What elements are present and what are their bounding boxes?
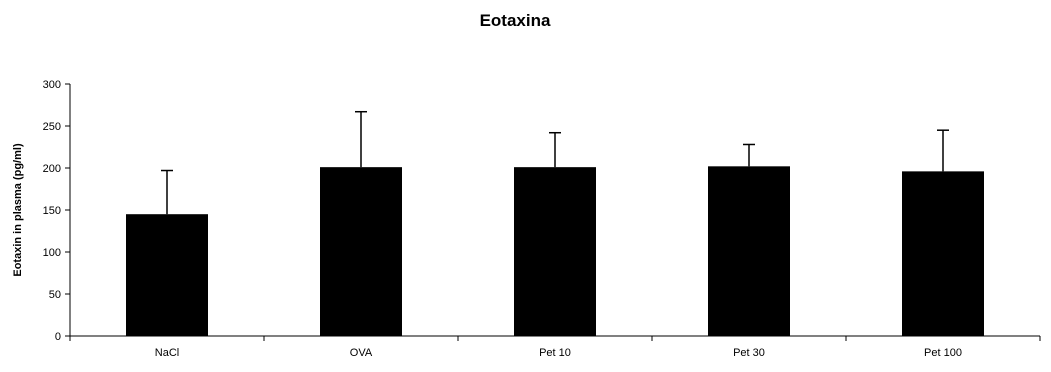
y-tick-label: 300 <box>43 79 61 91</box>
y-tick-label: 200 <box>43 163 61 175</box>
y-tick-label: 250 <box>43 121 61 133</box>
plot-area: 0 50 100 150 200 250 300 NaCl OVA Pet 10 Pet 30 Pet… <box>43 79 1041 359</box>
x-tick-label: NaCl <box>155 347 179 359</box>
y-tick-label: 100 <box>43 247 61 259</box>
bar <box>514 167 596 336</box>
y-tick-label: 0 <box>55 331 61 343</box>
x-tick-label: Pet 30 <box>733 347 765 359</box>
y-tick-label: 50 <box>49 289 61 301</box>
bar <box>708 166 790 336</box>
y-axis-label: Eotaxin in plasma (pg/ml) <box>12 143 24 277</box>
y-tick-label: 150 <box>43 205 61 217</box>
bar <box>902 171 984 336</box>
x-tick-label: Pet 10 <box>539 347 571 359</box>
bar <box>126 214 208 336</box>
x-tick-label: OVA <box>350 347 373 359</box>
chart-title: Eotaxina <box>480 11 551 30</box>
x-tick-label: Pet 100 <box>924 347 962 359</box>
bar <box>320 167 402 336</box>
